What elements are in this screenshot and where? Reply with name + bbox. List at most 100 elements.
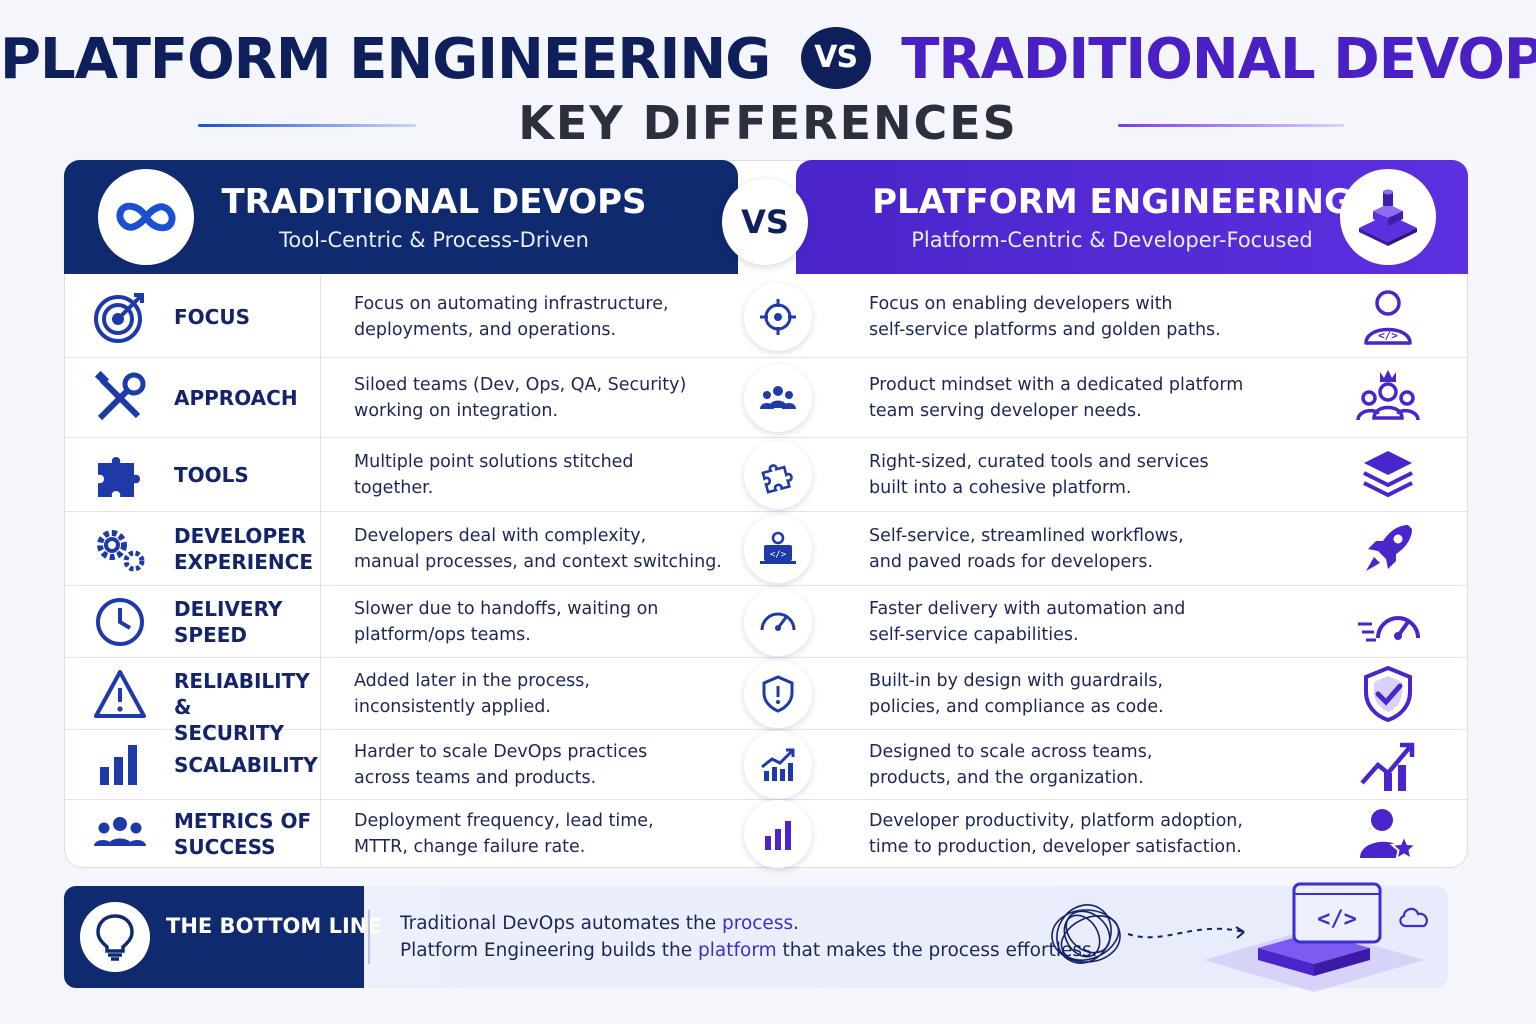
platform-cube-icon [1340, 169, 1436, 265]
row-category-line: DELIVERY [174, 597, 283, 621]
description-line: policies, and compliance as code. [869, 697, 1164, 717]
description-line: Developer productivity, platform adoptio… [869, 811, 1243, 831]
description-line: Developers deal with complexity, [354, 526, 647, 546]
traditional-devops-description: Slower due to handoffs, waiting on platfo… [354, 596, 734, 648]
description-line: working on integration. [354, 401, 559, 421]
gears-icon [92, 521, 148, 577]
bottom-line-1-text: Traditional DevOps automates the [400, 913, 722, 934]
traditional-devops-description: Multiple point solutions stitched togethe… [354, 449, 734, 501]
platform-engineering-description: Built-in by design with guardrails, polic… [869, 668, 1309, 720]
row-category: DELIVERY SPEED [174, 596, 319, 648]
row-category: APPROACH [174, 386, 298, 410]
description-line: manual processes, and context switching. [354, 552, 722, 572]
column-divider [320, 658, 321, 730]
description-line: Focus on automating infrastructure, [354, 294, 669, 314]
platform-engineering-description: Product mindset with a dedicated platfor… [869, 372, 1309, 424]
row-category: TOOLS [174, 463, 249, 487]
description-line: Right-sized, curated tools and services [869, 452, 1209, 472]
title-left: PLATFORM ENGINEERING [0, 27, 771, 92]
row-category: FOCUS [174, 305, 250, 329]
speedometer-icon [744, 588, 812, 656]
developer-code-icon: </> [1356, 285, 1420, 349]
bar-chart-icon [744, 800, 812, 868]
trend-up-icon [1356, 733, 1420, 797]
chaos-to-platform-icon: </> [1044, 876, 1444, 998]
row-divider [64, 511, 1468, 512]
row-category: RELIABILITY & SECURITY [174, 668, 319, 746]
title-right: TRADITIONAL DEVOPS: [901, 27, 1536, 92]
description-line: time to production, developer satisfacti… [869, 837, 1242, 857]
description-line: Siloed teams (Dev, Ops, QA, Security) [354, 375, 687, 395]
description-line: Focus on enabling developers with [869, 294, 1173, 314]
puzzle-outline-icon [744, 441, 812, 509]
description-line: MTTR, change failure rate. [354, 837, 586, 857]
platform-engineering-description: Right-sized, curated tools and services b… [869, 449, 1309, 501]
platform-engineering-description: Faster delivery with automation and self-… [869, 596, 1309, 648]
description-line: Faster delivery with automation and [869, 599, 1186, 619]
description-line: inconsistently applied. [354, 697, 551, 717]
vs-badge: VS [722, 179, 808, 265]
row-category-line: METRICS OF [174, 809, 312, 833]
row-category-line: SPEED [174, 623, 247, 647]
puzzle-icon [92, 447, 148, 503]
traditional-devops-description: Developers deal with complexity, manual p… [354, 523, 734, 575]
bottom-line-divider [368, 910, 370, 964]
traditional-devops-description: Siloed teams (Dev, Ops, QA, Security) wor… [354, 372, 734, 424]
row-divider [64, 799, 1468, 800]
header-right-subtitle: Platform-Centric & Developer-Focused [911, 228, 1313, 252]
platform-engineering-description: Developer productivity, platform adoptio… [869, 808, 1309, 860]
comparison-row: FOCUS Focus on automating infrastructure… [64, 276, 1468, 358]
user-star-icon [1356, 802, 1420, 866]
fast-speedometer-icon [1356, 590, 1420, 654]
bottom-line-sentence-2: Platform Engineering builds the platform… [400, 937, 1098, 964]
team-crown-icon [1356, 366, 1420, 430]
description-line: team serving developer needs. [869, 401, 1142, 421]
row-category: DEVELOPER EXPERIENCE [174, 523, 319, 575]
clock-icon [92, 594, 148, 650]
description-line: Self-service, streamlined workflows, [869, 526, 1184, 546]
row-divider [64, 585, 1468, 586]
description-line: Product mindset with a dedicated platfor… [869, 375, 1244, 395]
crosshair-icon [744, 283, 812, 351]
bottom-line-2-highlight: platform [698, 940, 777, 961]
row-category-line: RELIABILITY & [174, 669, 310, 719]
description-line: Multiple point solutions stitched [354, 452, 634, 472]
comparison-row: APPROACH Siloed teams (Dev, Ops, QA, Sec… [64, 358, 1468, 438]
column-divider [320, 438, 321, 512]
infinity-icon [98, 169, 194, 265]
column-divider [320, 800, 321, 868]
bottom-line-1-highlight: process [722, 913, 794, 934]
svg-text:</>: </> [1317, 907, 1357, 932]
bar-chart-icon [92, 737, 148, 793]
description-line: Added later in the process, [354, 671, 590, 691]
description-line: Built-in by design with guardrails, [869, 671, 1164, 691]
row-category-line: EXPERIENCE [174, 550, 313, 574]
column-divider [320, 586, 321, 658]
header-platform-engineering: PLATFORM ENGINEERING Platform-Centric & … [796, 160, 1468, 274]
growth-chart-icon [744, 731, 812, 799]
description-line: and paved roads for developers. [869, 552, 1154, 572]
row-category: METRICS OF SUCCESS [174, 808, 319, 860]
header-left-subtitle: Tool-Centric & Process-Driven [279, 228, 589, 252]
description-line: together. [354, 478, 434, 498]
title-vs-badge: VS [800, 26, 871, 89]
comparison-row: METRICS OF SUCCESS Deployment frequency, … [64, 800, 1468, 868]
rocket-icon [1356, 517, 1420, 581]
platform-engineering-description: Self-service, streamlined workflows, and … [869, 523, 1309, 575]
traditional-devops-description: Focus on automating infrastructure, deplo… [354, 291, 734, 343]
row-divider [64, 729, 1468, 730]
row-divider [64, 357, 1468, 358]
description-line: across teams and products. [354, 768, 597, 788]
platform-engineering-description: Designed to scale across teams, products,… [869, 739, 1309, 791]
bottom-line-title: THE BOTTOM LINE [166, 914, 382, 938]
column-divider [320, 730, 321, 800]
bottom-line-sentence-1: Traditional DevOps automates the process… [400, 910, 1098, 937]
column-divider [320, 512, 321, 586]
header-right-title: PLATFORM ENGINEERING [872, 182, 1352, 222]
people-icon [92, 806, 148, 862]
developer-laptop-icon: </> [744, 515, 812, 583]
description-line: Designed to scale across teams, [869, 742, 1153, 762]
row-divider [64, 657, 1468, 658]
bottom-line-2-text: Platform Engineering builds the [400, 940, 699, 961]
bottom-line-2-end: that makes the process effortless. [776, 940, 1098, 961]
